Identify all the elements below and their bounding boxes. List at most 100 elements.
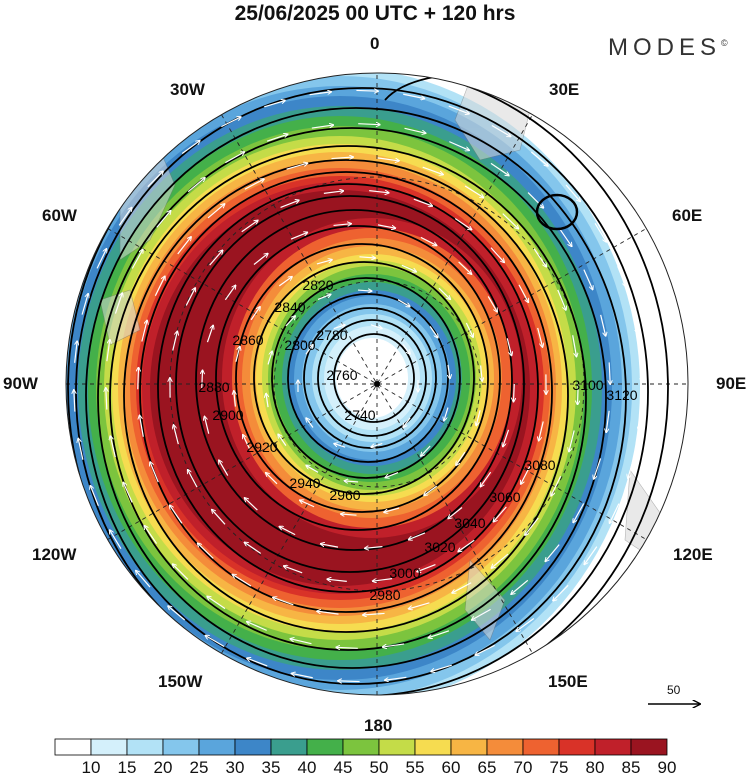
wind-arrow (244, 542, 262, 554)
wind-arrow (250, 307, 260, 321)
wind-arrow (136, 570, 151, 588)
wind-arrow (609, 362, 610, 384)
wind-arrow (481, 365, 483, 381)
colorbar-tick-35: 35 (261, 758, 281, 777)
wind-arrow (606, 410, 610, 433)
wind-arrow (382, 643, 405, 647)
wind-band-29 (336, 338, 408, 418)
wind-arrow (221, 117, 241, 128)
wind-arrow (365, 547, 383, 549)
colorbar-tick-70: 70 (513, 758, 533, 777)
wind-arrow (511, 579, 529, 594)
wind-arrow (306, 465, 319, 473)
wind-arrow (306, 418, 314, 428)
contour-label: 3100 (572, 377, 603, 393)
wind-arrow (402, 344, 410, 354)
wind-arrow (573, 503, 585, 522)
wind-arrow (320, 544, 339, 548)
wind-arrow (285, 316, 296, 327)
wind-arrow (527, 192, 544, 209)
wind-arrow (197, 543, 214, 559)
wind-arrow (502, 213, 519, 229)
contour-label: 2780 (316, 327, 347, 343)
wind-arrow (110, 436, 116, 458)
lon-label-180: 180 (364, 716, 393, 735)
wind-arrow (244, 179, 264, 190)
lon-label-120w: 120W (32, 545, 77, 564)
wind-arrow (403, 93, 425, 98)
pole-marker (374, 381, 380, 387)
wind-arrow (225, 152, 244, 164)
lon-label-150e: 150E (548, 672, 588, 691)
wind-arrow (118, 207, 132, 226)
wind-arrow (172, 564, 189, 580)
wind-arrow (232, 574, 252, 587)
wind-arrow (537, 327, 543, 347)
colorbar-swatch-14 (558, 738, 596, 756)
wind-arrow (370, 324, 382, 329)
contour-4 (97, 127, 607, 669)
colorbar-tick-40: 40 (297, 758, 317, 777)
wind-arrow (173, 425, 179, 445)
contour-label: 3020 (424, 539, 455, 555)
wind-arrow (628, 457, 635, 478)
wind-arrow (243, 435, 251, 450)
wind-arrow (311, 125, 334, 129)
wind-arrow (327, 579, 347, 581)
wind-arrow (525, 517, 539, 535)
wind-arrow (465, 322, 473, 337)
wind-arrow (247, 658, 268, 667)
wind-arrow (641, 360, 642, 382)
wind-arrow (144, 525, 158, 544)
wind-arrow (639, 409, 642, 431)
wind-arrow (205, 635, 225, 648)
wind-arrow (156, 210, 171, 228)
wind-arrow (584, 546, 598, 565)
wind-arrow (309, 92, 332, 96)
wind-arrow (449, 141, 469, 151)
colorbar-swatch-12 (486, 738, 524, 756)
colorbar-tick-65: 65 (477, 758, 497, 777)
wind-arrow (594, 458, 602, 479)
wind-arrow (280, 200, 300, 208)
colorbar-tick-85: 85 (621, 758, 641, 777)
lon-label-90w: 90W (3, 374, 38, 393)
colorbar-tick-45: 45 (333, 758, 353, 777)
brand-logo: MODES© (608, 34, 728, 61)
contour-label: 3080 (524, 457, 555, 473)
contour-5 (109, 145, 587, 651)
wind-arrow (487, 296, 497, 312)
contour-14 (271, 277, 461, 479)
wind-arrow (533, 248, 546, 267)
wind-arrow (565, 184, 580, 202)
wind-arrow (224, 285, 235, 301)
wind-arrow (429, 326, 438, 338)
wind-arrow (316, 260, 332, 265)
contour-label: 2980 (369, 587, 400, 603)
wind-arrow (401, 264, 417, 272)
wind-arrow (557, 289, 566, 310)
lon-label-30e: 30E (549, 80, 580, 99)
wind-arrow (569, 430, 575, 451)
wind-arrow (123, 482, 133, 503)
wind-arrow (369, 191, 389, 193)
contour-label: 2920 (246, 439, 277, 455)
colorbar-swatch-1 (90, 738, 128, 756)
contour-8 (157, 183, 539, 593)
wind-arrow (131, 249, 143, 269)
wind-arrow (188, 469, 198, 488)
wind-arrow (431, 664, 452, 671)
wind-arrow (106, 339, 110, 362)
colorbar-swatch-5 (234, 738, 272, 756)
wind-arrow (338, 681, 360, 682)
wind-arrow (503, 429, 510, 447)
wind-arrow (464, 185, 484, 198)
colorbar-tick-50: 50 (369, 758, 389, 777)
colorbar-swatch-16 (630, 738, 668, 756)
contour-7 (139, 171, 553, 613)
wind-arrow (444, 407, 449, 421)
colorbar-tick-90: 90 (657, 758, 677, 777)
contour-17 (317, 319, 427, 437)
wind-arrow (413, 198, 433, 206)
